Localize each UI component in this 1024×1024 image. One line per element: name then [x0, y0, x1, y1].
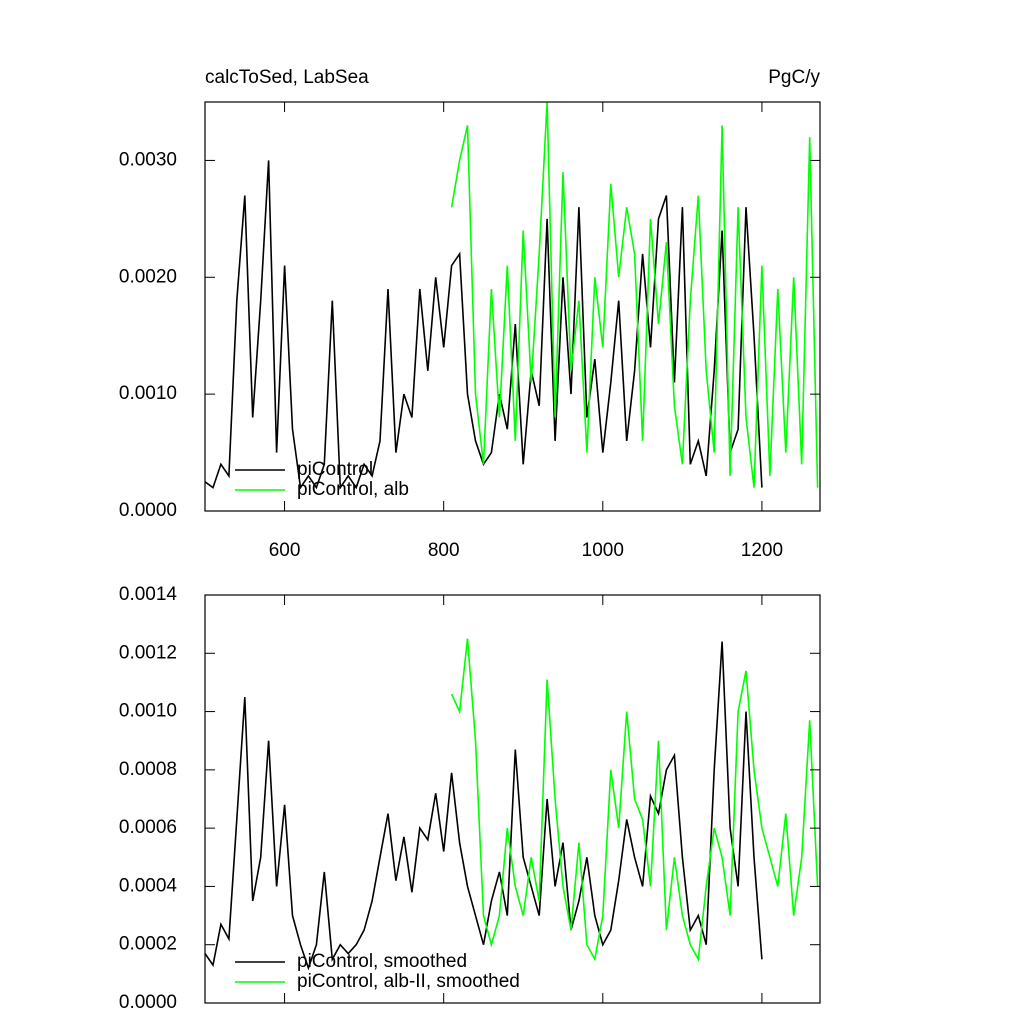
y-tick-label: 0.0002: [119, 934, 177, 955]
y-tick-label: 0.0010: [119, 383, 177, 404]
y-tick-label: 0.0000: [119, 500, 177, 521]
y-tick-label: 0.0006: [119, 817, 177, 838]
legend-label: piControl, smoothed: [297, 951, 467, 972]
x-tick-label: 1000: [582, 540, 624, 561]
y-tick-label: 0.0020: [119, 266, 177, 287]
units: PgC/y: [768, 67, 820, 88]
data-line: [450, 638, 819, 962]
y-tick-label: 0.0014: [119, 584, 178, 605]
legend-label: piControl, alb-II, smoothed: [297, 971, 520, 992]
y-tick-label: 0.0030: [119, 149, 177, 170]
x-tick-label: 600: [269, 540, 301, 561]
y-tick-label: 0.0008: [119, 759, 177, 780]
plot-frame: [204, 594, 821, 1004]
plot-frame: [204, 101, 821, 512]
y-tick-label: 0.0004: [119, 875, 178, 896]
data-line: [450, 101, 819, 488]
y-tick-label: 0.0010: [119, 701, 177, 722]
y-tick-label: 0.0012: [119, 642, 177, 663]
x-tick-label: 1200: [741, 540, 783, 561]
data-line: [204, 641, 763, 971]
chart-title: calcToSed, LabSea: [205, 67, 369, 88]
x-tick-label: 800: [428, 540, 460, 561]
y-tick-label: 0.0000: [119, 992, 177, 1013]
legend-label: piControl, alb: [297, 479, 409, 500]
legend-label: piControl: [297, 459, 373, 480]
